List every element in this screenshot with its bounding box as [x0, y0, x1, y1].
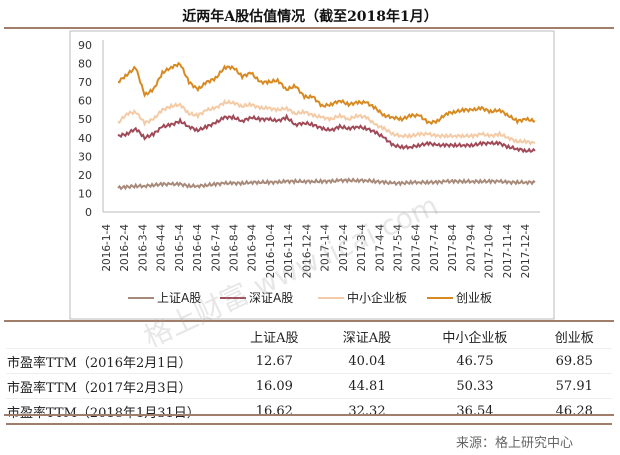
legend-label: 上证A股 — [157, 291, 201, 305]
y-tick-label: 50 — [78, 113, 92, 126]
y-tick-label: 0 — [85, 206, 92, 219]
x-tick-label: 2017-10-4 — [484, 224, 496, 279]
x-tick-label: 2016-12-4 — [301, 224, 313, 279]
x-tick-label: 2017-6-4 — [411, 224, 423, 272]
x-tick-label: 2016-2-4 — [119, 224, 131, 272]
source-note: 来源：格上研究中心 — [456, 436, 574, 451]
table-cell: 46.28 — [536, 398, 612, 425]
series-line-0 — [117, 177, 536, 191]
legend-label: 深证A股 — [249, 291, 293, 305]
line-chart: 0 10 20 30 40 50 60 70 80 90 2016-1-4 2016-2-4 2016-… — [69, 30, 555, 320]
row-label: 市盈率TTM（2017年2月3日） — [6, 373, 228, 399]
table-cell: 50.33 — [413, 373, 537, 399]
x-tick-label: 2016-1-4 — [101, 224, 113, 272]
chart-title: 近两年A股估值情况（截至2018年1月） — [182, 9, 438, 25]
x-tick-label: 2016-5-4 — [174, 224, 186, 272]
series-line-1 — [117, 113, 536, 154]
row-label: 市盈率TTM（2018年1月31日） — [6, 398, 228, 425]
y-tick-label: 60 — [78, 95, 92, 108]
table-header-cell: 创业板 — [536, 324, 612, 349]
y-tick-label: 20 — [78, 169, 92, 182]
legend-label: 创业板 — [456, 291, 492, 305]
chart-border — [69, 30, 555, 320]
x-tick-label: 2017-9-4 — [465, 224, 477, 272]
table-header-cell: 中小企业板 — [413, 324, 537, 349]
x-tick-label: 2017-2-4 — [338, 224, 350, 272]
x-tick-label: 2017-12-4 — [520, 224, 532, 279]
x-tick-label: 2017-7-4 — [429, 224, 441, 272]
table-header-cell — [6, 324, 228, 349]
table-header-cell: 深证A股 — [320, 324, 414, 349]
pe-table: 上证A股 深证A股 中小企业板 创业板 市盈率TTM（2016年2月1日） 12… — [6, 324, 612, 425]
legend-label: 中小企业板 — [347, 290, 407, 305]
table-header-row: 上证A股 深证A股 中小企业板 创业板 — [6, 324, 612, 349]
table-header-cell: 上证A股 — [228, 324, 321, 349]
x-tick-label: 2016-7-4 — [210, 224, 222, 272]
x-tick-label: 2017-8-4 — [447, 224, 459, 272]
table-cell: 46.75 — [413, 348, 537, 374]
table-cell: 32.32 — [320, 398, 414, 425]
table-cell: 36.54 — [413, 398, 537, 425]
y-tick-label: 10 — [78, 187, 92, 200]
x-tick-label: 2016-6-4 — [192, 224, 204, 272]
y-tick-label: 90 — [78, 39, 92, 52]
table-cell: 69.85 — [536, 348, 612, 374]
x-tick-label: 2016-3-4 — [137, 224, 149, 272]
x-tick-label: 2016-8-4 — [229, 224, 241, 272]
x-tick-label: 2017-1-4 — [320, 224, 332, 272]
x-tick-label: 2017-3-4 — [356, 224, 368, 272]
y-tick-label: 40 — [78, 132, 92, 145]
table-cell: 16.62 — [228, 398, 321, 425]
x-tick-label: 2017-4-4 — [374, 224, 386, 272]
table-cell: 44.81 — [320, 373, 414, 399]
row-label: 市盈率TTM（2016年2月1日） — [6, 348, 228, 374]
series-line-2 — [117, 98, 536, 146]
title-rule — [4, 27, 614, 29]
table-row: 市盈率TTM（2017年2月3日） 16.09 44.81 50.33 57.9… — [6, 373, 612, 399]
table-row: 市盈率TTM（2016年2月1日） 12.67 40.04 46.75 69.8… — [6, 348, 612, 374]
y-tick-label: 70 — [78, 76, 92, 89]
series-line-3 — [117, 61, 536, 126]
x-tick-label: 2017-11-4 — [502, 224, 514, 279]
table-cell: 40.04 — [320, 348, 414, 374]
table-cell: 57.91 — [536, 373, 612, 399]
table-row: 市盈率TTM（2018年1月31日） 16.62 32.32 36.54 46.… — [6, 398, 612, 425]
y-tick-label: 80 — [78, 58, 92, 71]
table-bottom-rule — [4, 414, 614, 416]
table-cell: 16.09 — [228, 373, 321, 399]
x-tick-label: 2016-11-4 — [283, 224, 295, 279]
y-tick-label: 30 — [78, 150, 92, 163]
x-tick-label: 2016-4-4 — [156, 224, 168, 272]
x-tick-label: 2016-10-4 — [265, 224, 277, 279]
table-top-rule — [4, 320, 614, 322]
x-tick-label: 2016-9-4 — [247, 224, 259, 272]
table-cell: 12.67 — [228, 348, 321, 374]
x-tick-label: 2017-5-4 — [392, 224, 404, 272]
